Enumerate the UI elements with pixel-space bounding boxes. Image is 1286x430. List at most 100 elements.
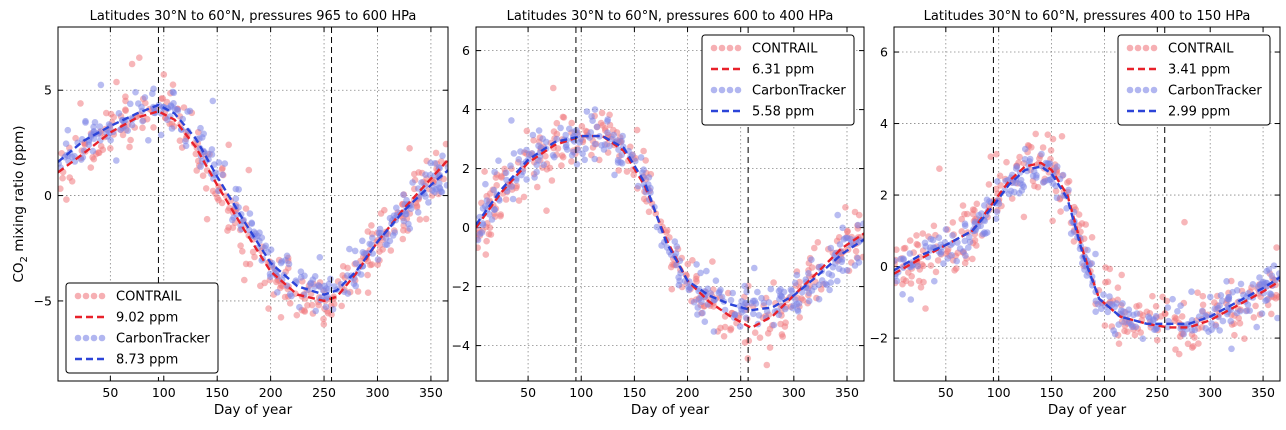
point-contrail — [1152, 303, 1160, 310]
legend-marker — [1134, 44, 1142, 52]
point-contrail — [422, 215, 430, 223]
point-carbontracker — [91, 119, 99, 126]
point-carbontracker — [834, 211, 841, 219]
point-carbontracker — [755, 312, 763, 319]
point-carbontracker — [542, 138, 550, 146]
point-carbontracker — [743, 288, 750, 296]
point-carbontracker — [791, 279, 799, 287]
point-carbontracker — [89, 147, 97, 155]
point-contrail — [1082, 221, 1089, 228]
point-carbontracker — [264, 249, 272, 256]
point-carbontracker — [1115, 321, 1122, 328]
point-carbontracker — [671, 238, 679, 245]
point-carbontracker — [701, 318, 709, 326]
point-contrail — [376, 241, 384, 249]
point-carbontracker — [512, 177, 520, 184]
point-contrail — [949, 219, 957, 226]
point-contrail — [320, 315, 327, 323]
x-tick-label: 200 — [259, 385, 283, 400]
point-carbontracker — [145, 137, 152, 144]
point-contrail — [1088, 234, 1096, 241]
point-carbontracker — [647, 184, 654, 192]
point-carbontracker — [667, 251, 675, 258]
point-contrail — [1058, 133, 1066, 140]
legend-marker — [90, 292, 98, 300]
point-contrail — [917, 284, 925, 291]
point-carbontracker — [835, 265, 843, 273]
point-contrail — [1106, 265, 1114, 273]
point-contrail — [176, 137, 184, 144]
point-carbontracker — [758, 294, 765, 302]
point-carbontracker — [703, 267, 710, 275]
point-contrail — [553, 130, 561, 138]
y-tick-label: 6 — [462, 43, 470, 58]
legend-label: CONTRAIL — [116, 290, 182, 305]
point-contrail — [959, 202, 967, 209]
point-carbontracker — [1256, 274, 1263, 281]
x-tick-label: 350 — [419, 385, 443, 400]
point-contrail — [376, 248, 383, 255]
point-contrail — [502, 196, 510, 203]
point-contrail — [640, 147, 647, 155]
point-carbontracker — [285, 260, 293, 268]
legend-marker — [1150, 44, 1158, 52]
point-contrail — [1194, 289, 1201, 297]
point-contrail — [487, 231, 495, 238]
point-carbontracker — [808, 256, 815, 264]
point-carbontracker — [479, 220, 487, 227]
point-carbontracker — [1104, 308, 1112, 316]
point-carbontracker — [828, 272, 836, 279]
point-contrail — [689, 257, 696, 264]
point-contrail — [245, 166, 253, 174]
panel-1: Latitudes 30°N to 60°N, pressures 965 to… — [11, 9, 449, 418]
point-contrail — [640, 195, 648, 203]
point-carbontracker — [568, 152, 576, 159]
point-contrail — [483, 237, 490, 245]
point-carbontracker — [1216, 302, 1223, 309]
point-carbontracker — [1083, 272, 1091, 279]
point-carbontracker — [1100, 291, 1107, 299]
point-carbontracker — [562, 131, 569, 139]
point-contrail — [493, 182, 501, 189]
y-tick-label: 6 — [880, 45, 888, 60]
point-carbontracker — [357, 271, 365, 278]
point-contrail — [438, 158, 445, 165]
point-contrail — [900, 245, 908, 252]
point-carbontracker — [127, 100, 134, 108]
y-tick-label: 2 — [880, 188, 888, 203]
point-contrail — [497, 212, 504, 220]
point-carbontracker — [637, 154, 645, 161]
point-carbontracker — [1065, 186, 1072, 194]
point-contrail — [1049, 135, 1057, 143]
legend-marker — [98, 334, 106, 342]
point-contrail — [958, 228, 965, 235]
point-contrail — [241, 276, 248, 284]
point-carbontracker — [221, 160, 229, 167]
point-carbontracker — [491, 168, 498, 176]
legend-label: CONTRAIL — [1168, 42, 1234, 57]
point-contrail — [1175, 350, 1183, 358]
point-carbontracker — [1274, 314, 1280, 322]
y-tick-label: 2 — [462, 161, 470, 176]
point-carbontracker — [1237, 280, 1245, 288]
point-contrail — [558, 162, 565, 169]
point-contrail — [1178, 313, 1186, 320]
point-carbontracker — [751, 297, 758, 305]
point-contrail — [1114, 284, 1122, 292]
point-carbontracker — [1253, 323, 1260, 331]
panel-2: Latitudes 30°N to 60°N, pressures 600 to… — [452, 9, 865, 418]
point-carbontracker — [965, 244, 972, 251]
legend-label: 5.58 ppm — [752, 105, 814, 120]
panel-title: Latitudes 30°N to 60°N, pressures 400 to… — [924, 9, 1251, 24]
point-contrail — [709, 258, 716, 265]
point-contrail — [486, 224, 494, 231]
y-tick-label: 4 — [462, 102, 470, 117]
point-contrail — [1273, 291, 1280, 299]
point-carbontracker — [1084, 246, 1091, 254]
point-carbontracker — [712, 277, 720, 285]
point-contrail — [127, 136, 134, 144]
point-contrail — [996, 172, 1004, 180]
point-contrail — [237, 242, 244, 249]
point-carbontracker — [128, 121, 136, 129]
legend-label: CarbonTracker — [1168, 84, 1262, 99]
